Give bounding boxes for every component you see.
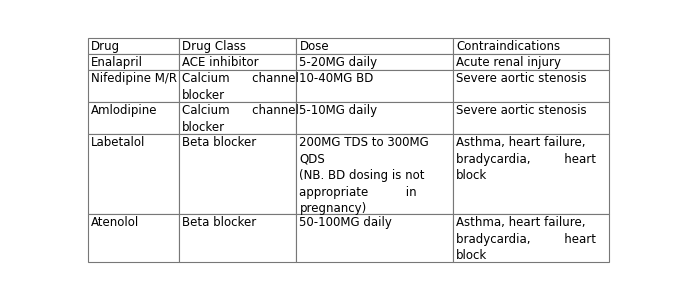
Bar — [296, 214, 453, 262]
Text: Drug Class: Drug Class — [182, 40, 246, 53]
Bar — [296, 134, 453, 214]
Bar — [296, 102, 453, 134]
Bar — [179, 70, 296, 102]
Bar — [453, 102, 609, 134]
Bar — [453, 214, 609, 262]
Text: ACE inhibitor: ACE inhibitor — [182, 56, 258, 69]
Bar — [179, 38, 296, 54]
Text: Drug: Drug — [91, 40, 120, 53]
Bar — [88, 54, 179, 70]
Bar — [296, 70, 453, 102]
Text: Nifedipine M/R: Nifedipine M/R — [91, 72, 177, 85]
Text: 50-100MG daily: 50-100MG daily — [299, 216, 392, 229]
Text: Acute renal injury: Acute renal injury — [456, 56, 561, 69]
Text: 10-40MG BD: 10-40MG BD — [299, 72, 374, 85]
Bar — [179, 214, 296, 262]
Bar — [453, 54, 609, 70]
Text: 5-20MG daily: 5-20MG daily — [299, 56, 377, 69]
Bar — [88, 70, 179, 102]
Text: Enalapril: Enalapril — [91, 56, 143, 69]
Text: Calcium      channel
blocker: Calcium channel blocker — [182, 72, 299, 102]
Bar — [179, 54, 296, 70]
Text: Asthma, heart failure,
bradycardia,         heart
block: Asthma, heart failure, bradycardia, hear… — [456, 136, 596, 182]
Bar — [179, 102, 296, 134]
Text: 200MG TDS to 300MG
QDS
(NB. BD dosing is not
appropriate          in
pregnancy): 200MG TDS to 300MG QDS (NB. BD dosing is… — [299, 136, 429, 215]
Bar — [453, 38, 609, 54]
Bar — [88, 214, 179, 262]
Text: Calcium      channel
blocker: Calcium channel blocker — [182, 104, 299, 134]
Bar — [88, 102, 179, 134]
Bar — [179, 134, 296, 214]
Text: Labetalol: Labetalol — [91, 136, 145, 149]
Text: 5-10MG daily: 5-10MG daily — [299, 104, 377, 117]
Text: Severe aortic stenosis: Severe aortic stenosis — [456, 72, 587, 85]
Bar — [296, 54, 453, 70]
Bar — [296, 38, 453, 54]
Text: Atenolol: Atenolol — [91, 216, 139, 229]
Bar — [88, 38, 179, 54]
Text: Amlodipine: Amlodipine — [91, 104, 157, 117]
Text: Dose: Dose — [299, 40, 329, 53]
Text: Beta blocker: Beta blocker — [182, 136, 256, 149]
Bar — [453, 134, 609, 214]
Text: Contraindications: Contraindications — [456, 40, 560, 53]
Bar — [453, 70, 609, 102]
Text: Beta blocker: Beta blocker — [182, 216, 256, 229]
Bar — [88, 134, 179, 214]
Text: Asthma, heart failure,
bradycardia,         heart
block: Asthma, heart failure, bradycardia, hear… — [456, 216, 596, 262]
Text: Severe aortic stenosis: Severe aortic stenosis — [456, 104, 587, 117]
